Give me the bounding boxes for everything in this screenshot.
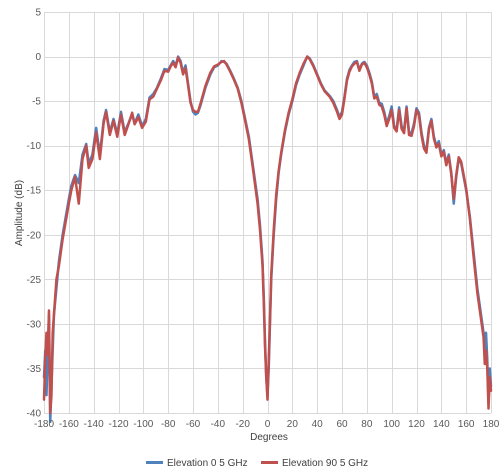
x-tick-label: 80 <box>361 419 373 430</box>
y-tick-label: 5 <box>35 8 41 19</box>
x-tick-label: -100 <box>133 419 153 430</box>
tick-labels: -180 -160 -140 -120 -100 -80 -60 -40 -20 0 20 40 60 8… <box>27 8 499 431</box>
y-tick-label: -20 <box>27 230 42 241</box>
x-tick-label: -180 <box>34 419 54 430</box>
x-tick-label: 140 <box>433 419 450 430</box>
x-tick-label: 180 <box>483 419 499 430</box>
series-line-1 <box>42 55 493 415</box>
x-tick-label: -160 <box>59 419 79 430</box>
legend: Elevation 0 5 GHz Elevation 90 5 GHz <box>146 458 368 469</box>
legend-item-0: Elevation 0 5 GHz <box>146 458 248 469</box>
y-tick-label: -25 <box>27 275 42 286</box>
x-tick-label: -20 <box>235 419 250 430</box>
x-tick-label: 100 <box>383 419 400 430</box>
x-tick-label: 40 <box>312 419 324 430</box>
x-tick-label: 20 <box>287 419 299 430</box>
y-axis-title: Amplitude (dB) <box>14 180 25 246</box>
y-tick-label: -15 <box>27 186 42 197</box>
legend-label: Elevation 90 5 GHz <box>282 458 368 469</box>
x-tick-label: -60 <box>186 419 201 430</box>
x-tick-label: -120 <box>108 419 128 430</box>
x-tick-label: 0 <box>265 419 271 430</box>
y-tick-label: -30 <box>27 319 42 330</box>
y-tick-label: -40 <box>27 409 42 420</box>
x-tick-label: 60 <box>336 419 348 430</box>
y-tick-label: -10 <box>27 141 42 152</box>
x-tick-label: 160 <box>458 419 475 430</box>
y-tick-label: -35 <box>27 364 42 375</box>
legend-item-1: Elevation 90 5 GHz <box>261 458 368 469</box>
series-layer <box>42 55 493 424</box>
y-tick-label: 0 <box>35 52 41 63</box>
x-tick-label: -40 <box>211 419 226 430</box>
x-axis-title: Degrees <box>250 432 288 443</box>
x-tick-label: 120 <box>408 419 425 430</box>
x-tick-label: -80 <box>161 419 176 430</box>
y-tick-label: -5 <box>32 97 41 108</box>
legend-label: Elevation 0 5 GHz <box>167 458 248 469</box>
x-tick-label: -140 <box>84 419 104 430</box>
